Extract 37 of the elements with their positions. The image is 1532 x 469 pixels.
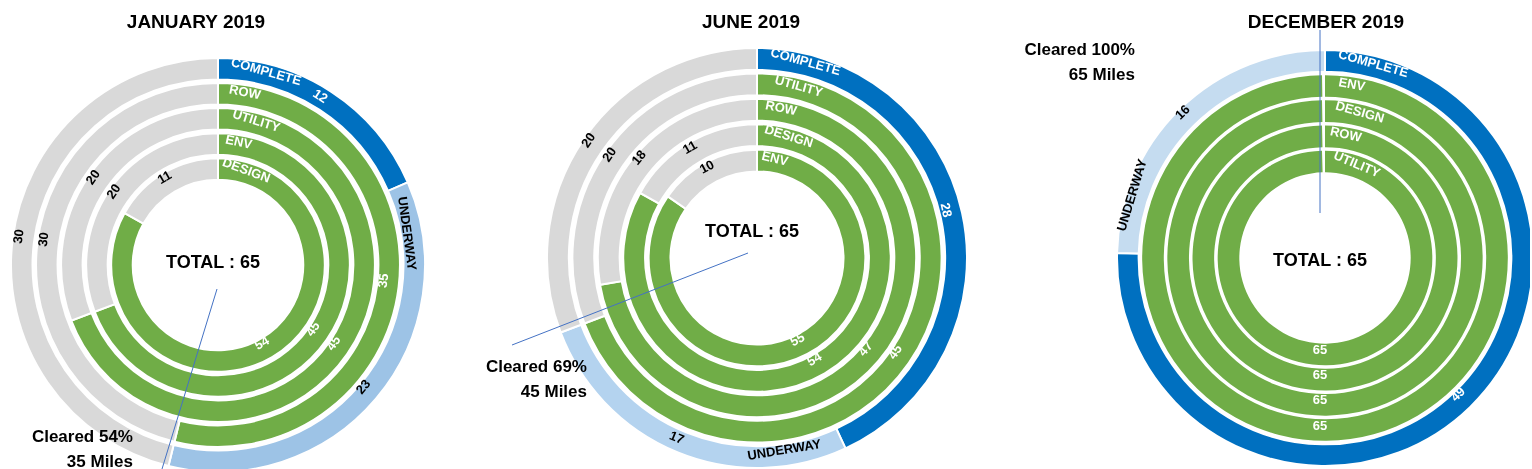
data-label: 20: [103, 181, 124, 202]
data-label: 30: [34, 231, 52, 248]
chart-title: JUNE 2019: [701, 11, 801, 32]
data-label: 35: [374, 272, 392, 289]
slice-label: ROW: [1328, 123, 1364, 145]
data-label: 65: [1312, 392, 1328, 408]
chart-title: JANUARY 2019: [126, 11, 266, 32]
text: Cleared 100% 65 Miles: [1024, 40, 1135, 84]
data-label: 10: [696, 156, 717, 177]
data-label: 11: [679, 137, 700, 158]
data-label: 65: [1312, 367, 1328, 383]
data-label: 20: [577, 129, 599, 151]
slice-label: UTILITY: [773, 71, 825, 100]
data-label: 16: [1171, 101, 1193, 123]
data-label: 12: [310, 85, 331, 107]
text: TOTAL : 65: [1272, 250, 1368, 270]
data-label: 65: [1312, 342, 1328, 358]
text: Cleared 69% 45 Miles: [485, 357, 587, 401]
slice-label: ROW: [764, 97, 799, 119]
data-label: 20: [598, 144, 620, 165]
text: Cleared 54% 35 Miles: [31, 427, 133, 469]
data-label: 30: [9, 228, 27, 245]
text: TOTAL : 65: [165, 252, 261, 272]
slice-label: UNDERWAY: [394, 195, 420, 272]
data-label: 17: [667, 427, 687, 448]
text: TOTAL : 65: [704, 221, 800, 241]
chart-title: DECEMBER 2019: [1247, 11, 1405, 32]
data-label: 11: [154, 167, 175, 188]
data-label: 18: [628, 147, 650, 168]
slice-label: ENV: [1337, 74, 1367, 94]
slice-label: UNDERWAY: [746, 436, 823, 463]
data-label: 65: [1312, 417, 1328, 433]
slice-label: ROW: [227, 81, 263, 103]
data-label: 28: [937, 201, 956, 219]
data-label: 20: [82, 166, 104, 188]
slice-label: DESIGN: [1333, 97, 1386, 126]
data-label: 23: [352, 376, 374, 397]
